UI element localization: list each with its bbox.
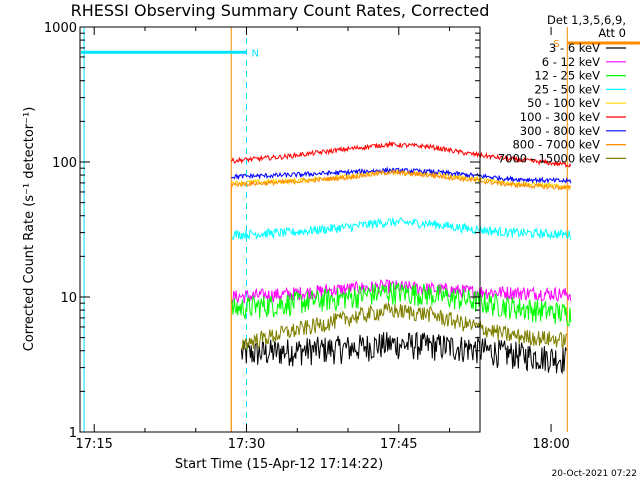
series-line-100-300-kev	[231, 140, 572, 168]
night-label: N	[251, 48, 258, 59]
legend-label-7: 800 - 7000 keV	[512, 138, 600, 152]
x-tick-label-0: 17:15	[75, 437, 112, 452]
y-axis-label: Corrected Count Rate (s⁻¹ detector⁻¹)	[22, 107, 37, 352]
legend-label-2: 12 - 25 keV	[534, 69, 600, 83]
legend-header-line-1: Det 1,3,5,6,9,	[547, 13, 626, 27]
series-layer	[230, 140, 572, 432]
y-tick-label-3: 1000	[44, 21, 77, 36]
series-line-300-800-kev	[230, 166, 572, 185]
y-tick-label-0: 1	[69, 426, 77, 441]
y-tick-label-1: 10	[60, 291, 77, 306]
plot-frame	[79, 26, 481, 433]
series-line-6-12-kev	[230, 278, 572, 306]
series-line-3-6-kev	[240, 331, 567, 375]
series-line-12-25-kev	[230, 282, 572, 327]
timestamp: 20-Oct-2021 07:22	[552, 469, 637, 479]
series-line-800-7000-kev	[230, 169, 572, 191]
legend-label-6: 300 - 800 keV	[520, 124, 600, 138]
x-tick-label-1: 17:30	[228, 437, 265, 452]
legend-label-8: 7000 - 15000 keV	[498, 151, 600, 165]
legend-label-3: 25 - 50 keV	[534, 82, 600, 96]
axis-layer: 17:1517:3017:4518:0018:1518:3018:4511010…	[44, 21, 570, 452]
legend-label-1: 6 - 12 keV	[542, 55, 600, 69]
legend-label-5: 100 - 300 keV	[520, 110, 600, 124]
x-tick-label-3: 18:00	[532, 437, 569, 452]
x-tick-label-2: 17:45	[380, 437, 417, 452]
legend-label-0: 3 - 6 keV	[549, 41, 600, 55]
x-axis-label: Start Time (15-Apr-12 17:14:22)	[175, 457, 383, 472]
series-line-7000-15000-kev	[240, 301, 567, 351]
legend-header-line-2: Att 0	[598, 26, 626, 40]
y-tick-label-2: 100	[52, 156, 77, 171]
legend-label-4: 50 - 100 keV	[527, 96, 600, 110]
saa-label: S	[553, 39, 559, 50]
series-line-25-50-kev	[230, 217, 572, 241]
chart-title: RHESSI Observing Summary Count Rates, Co…	[71, 1, 490, 20]
